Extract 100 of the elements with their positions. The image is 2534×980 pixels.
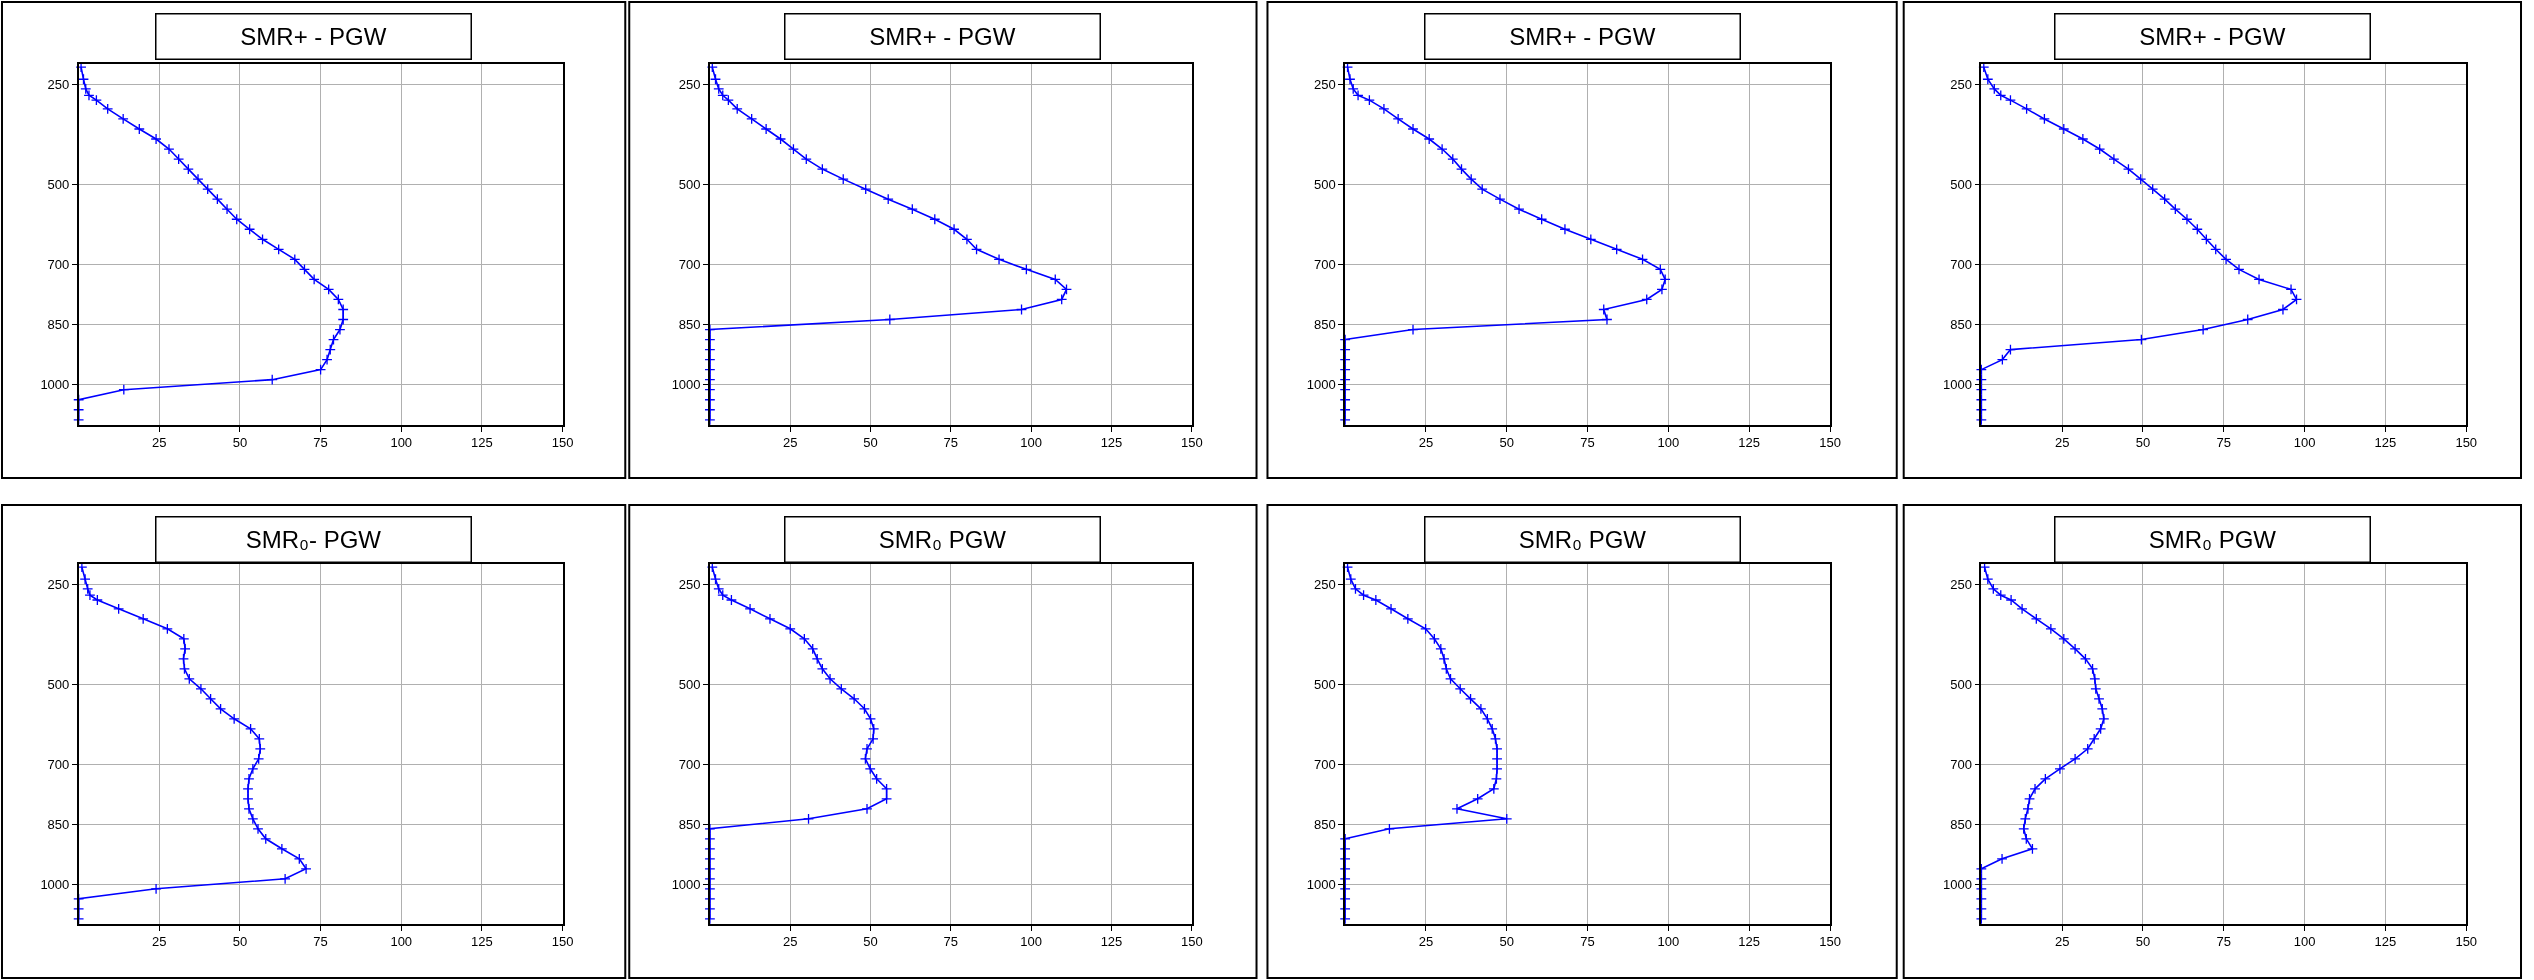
point bbox=[2135, 334, 2147, 346]
point bbox=[173, 153, 185, 165]
point bbox=[948, 223, 960, 235]
point bbox=[2018, 823, 2030, 835]
point bbox=[1436, 143, 1448, 155]
point bbox=[2094, 143, 2106, 155]
point bbox=[118, 384, 130, 396]
point bbox=[279, 873, 291, 885]
point bbox=[243, 773, 255, 785]
point bbox=[929, 213, 941, 225]
point bbox=[260, 833, 272, 845]
point bbox=[243, 803, 255, 815]
x-tick-label: 50 bbox=[2135, 934, 2151, 950]
point bbox=[1536, 213, 1548, 225]
point bbox=[800, 153, 812, 165]
point bbox=[1428, 633, 1440, 645]
x-tick-label: 50 bbox=[2135, 435, 2151, 451]
point bbox=[868, 723, 880, 735]
point bbox=[1982, 573, 1994, 585]
y-tick-label: 700 bbox=[1950, 257, 1973, 273]
point bbox=[746, 113, 758, 125]
x-tick-label: 50 bbox=[863, 435, 878, 451]
point bbox=[182, 163, 194, 175]
y-tick-label: 500 bbox=[1950, 676, 1973, 692]
point bbox=[2023, 793, 2036, 805]
point bbox=[881, 783, 893, 795]
point bbox=[884, 313, 896, 326]
point bbox=[1060, 283, 1073, 295]
x-tick-label: 25 bbox=[782, 435, 798, 451]
y-tick-label: 250 bbox=[47, 76, 70, 92]
y-tick-label: 1000 bbox=[671, 377, 701, 393]
chart-title: SMR₀- PGW bbox=[245, 526, 382, 553]
x-tick-label: 125 bbox=[471, 435, 493, 451]
x-tick-label: 150 bbox=[1819, 934, 1841, 950]
y-tick-label: 500 bbox=[1314, 176, 1336, 192]
point bbox=[1996, 354, 2008, 366]
point bbox=[784, 623, 796, 635]
y-tick-label: 1000 bbox=[1306, 876, 1336, 892]
point bbox=[859, 753, 871, 765]
y-tick-label: 1000 bbox=[1943, 377, 1973, 393]
x-tick-label: 125 bbox=[1738, 435, 1761, 451]
y-tick-label: 1000 bbox=[1306, 377, 1336, 393]
x-tick-label: 100 bbox=[1020, 435, 1043, 451]
point bbox=[2191, 223, 2203, 235]
point bbox=[2089, 673, 2101, 685]
y-tick-label: 850 bbox=[47, 317, 70, 333]
point bbox=[1049, 273, 1061, 285]
point bbox=[2054, 763, 2066, 775]
y-tick-label: 700 bbox=[678, 756, 701, 772]
x-tick-label: 125 bbox=[2374, 934, 2397, 950]
point bbox=[2004, 94, 2016, 106]
point bbox=[289, 253, 301, 265]
point bbox=[867, 733, 879, 745]
point bbox=[324, 344, 336, 356]
point bbox=[1440, 663, 1452, 675]
y-tick-label: 250 bbox=[678, 576, 701, 592]
x-tick-label: 75 bbox=[2216, 435, 2232, 451]
x-tick-label: 50 bbox=[863, 934, 878, 950]
y-tick-label: 250 bbox=[1314, 76, 1336, 92]
point bbox=[802, 813, 815, 825]
point bbox=[2181, 213, 2193, 225]
point bbox=[2079, 653, 2091, 665]
y-tick-label: 850 bbox=[1950, 317, 1973, 333]
y-tick-label: 500 bbox=[47, 176, 70, 192]
point bbox=[1455, 163, 1468, 175]
point bbox=[775, 133, 787, 145]
point bbox=[2096, 703, 2108, 715]
y-tick-label: 850 bbox=[1950, 816, 1973, 832]
point bbox=[252, 823, 264, 835]
x-tick-label: 100 bbox=[1657, 934, 1680, 950]
point bbox=[787, 143, 799, 155]
chart-title: SMR₀ PGW bbox=[2148, 526, 2277, 553]
x-tick-label: 50 bbox=[232, 435, 248, 451]
x-tick-label: 100 bbox=[1020, 934, 1043, 950]
point bbox=[178, 633, 190, 645]
y-tick-label: 1000 bbox=[40, 377, 70, 393]
y-tick-label: 700 bbox=[47, 257, 70, 273]
x-tick-label: 75 bbox=[1580, 934, 1595, 950]
x-tick-label: 25 bbox=[1418, 435, 1434, 451]
point bbox=[871, 773, 883, 785]
point bbox=[858, 703, 870, 715]
point bbox=[1385, 603, 1397, 615]
y-tick-label: 250 bbox=[1950, 576, 1973, 592]
point bbox=[327, 334, 340, 346]
point bbox=[2021, 103, 2033, 115]
point bbox=[79, 573, 91, 585]
point bbox=[2233, 263, 2245, 275]
point bbox=[1407, 323, 1419, 336]
point bbox=[860, 183, 872, 195]
point bbox=[300, 863, 312, 875]
point bbox=[2277, 303, 2289, 316]
point bbox=[1996, 853, 2008, 865]
point bbox=[337, 303, 349, 316]
x-tick-label: 150 bbox=[2455, 934, 2478, 950]
y-tick-label: 500 bbox=[1950, 176, 1973, 192]
point bbox=[1611, 243, 1623, 255]
point bbox=[245, 723, 257, 735]
x-tick-label: 50 bbox=[1499, 934, 1514, 950]
point bbox=[2029, 783, 2041, 795]
point bbox=[177, 653, 190, 665]
